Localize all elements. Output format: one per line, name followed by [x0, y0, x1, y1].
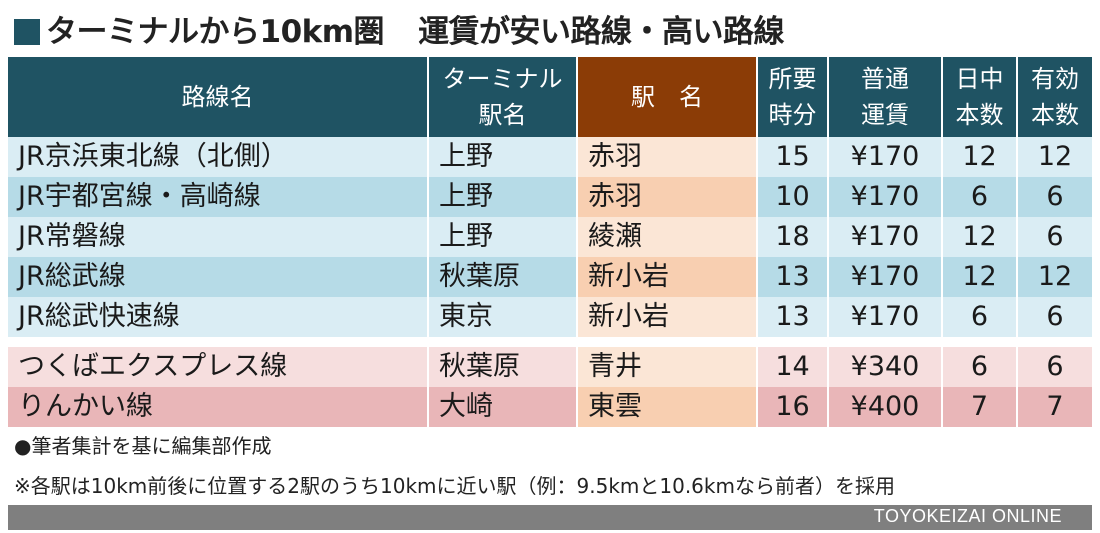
cell-terminal: 上野: [428, 137, 578, 177]
cell-time: 13: [757, 297, 829, 337]
cell-fare: ¥170: [828, 297, 943, 337]
table-row: JR総武快速線 東京 新小岩 13 ¥170 6 6: [8, 297, 1092, 337]
cell-fare: ¥170: [828, 257, 943, 297]
cell-fare: ¥400: [828, 387, 943, 427]
header-fare: 普通 運賃: [828, 57, 943, 137]
table-row: JR京浜東北線（北側） 上野 赤羽 15 ¥170 12 12: [8, 137, 1092, 177]
cell-line: JR常磐線: [8, 217, 429, 257]
footer-bar: TOYOKEIZAI ONLINE: [8, 505, 1092, 530]
cell-time: 15: [757, 137, 829, 177]
cell-valid-trains: 7: [1017, 387, 1092, 427]
table-row: りんかい線 大崎 東雲 16 ¥400 7 7: [8, 387, 1092, 427]
cell-daytime-trains: 12: [942, 257, 1018, 297]
square-bullet-icon: [14, 19, 40, 45]
cell-station: 東雲: [577, 387, 758, 427]
cell-line: JR京浜東北線（北側）: [8, 137, 429, 177]
cell-terminal: 秋葉原: [428, 347, 578, 387]
cell-line: JR総武快速線: [8, 297, 429, 337]
cell-time: 13: [757, 257, 829, 297]
cell-fare: ¥170: [828, 137, 943, 177]
table-row: JR総武線 秋葉原 新小岩 13 ¥170 12 12: [8, 257, 1092, 297]
cell-valid-trains: 6: [1017, 177, 1092, 217]
cell-station: 新小岩: [577, 297, 758, 337]
cell-daytime-trains: 6: [942, 177, 1018, 217]
header-valid-trains: 有効 本数: [1017, 57, 1092, 137]
title-sub: 運賃が安い路線・高い路線: [418, 14, 785, 50]
cell-valid-trains: 6: [1017, 217, 1092, 257]
title-main: ターミナルから10km圏: [46, 14, 385, 50]
cell-daytime-trains: 12: [942, 137, 1018, 177]
table-header-row: 路線名 ターミナル 駅名 駅 名 所要 時分 普通 運賃 日中 本数 有効 本数: [8, 57, 1092, 137]
cell-time: 14: [757, 347, 829, 387]
cell-fare: ¥170: [828, 177, 943, 217]
cell-line: りんかい線: [8, 387, 429, 427]
header-line-name: 路線名: [8, 57, 429, 137]
page-title: ターミナルから10km圏 運賃が安い路線・高い路線: [14, 6, 785, 51]
cell-valid-trains: 12: [1017, 257, 1092, 297]
header-station: 駅 名: [577, 57, 758, 137]
header-daytime-trains: 日中 本数: [942, 57, 1018, 137]
method-note: ※各駅は10km前後に位置する2駅のうち10kmに近い駅（例：9.5kmと10.…: [14, 474, 895, 498]
cell-terminal: 秋葉原: [428, 257, 578, 297]
cell-time: 16: [757, 387, 829, 427]
cell-station: 青井: [577, 347, 758, 387]
source-note: ●筆者集計を基に編集部作成: [14, 434, 272, 458]
header-time: 所要 時分: [757, 57, 829, 137]
cell-station: 赤羽: [577, 137, 758, 177]
cell-time: 10: [757, 177, 829, 217]
cell-terminal: 上野: [428, 177, 578, 217]
cell-terminal: 大崎: [428, 387, 578, 427]
cell-valid-trains: 12: [1017, 137, 1092, 177]
cell-valid-trains: 6: [1017, 347, 1092, 387]
header-terminal: ターミナル 駅名: [428, 57, 578, 137]
footer-credit: TOYOKEIZAI ONLINE: [873, 506, 1062, 526]
table-row: つくばエクスプレス線 秋葉原 青井 14 ¥340 6 6: [8, 347, 1092, 387]
table-row: JR常磐線 上野 綾瀬 18 ¥170 12 6: [8, 217, 1092, 257]
cell-station: 新小岩: [577, 257, 758, 297]
cell-fare: ¥340: [828, 347, 943, 387]
cell-line: JR宇都宮線・高崎線: [8, 177, 429, 217]
cell-daytime-trains: 12: [942, 217, 1018, 257]
cell-daytime-trains: 6: [942, 347, 1018, 387]
cell-daytime-trains: 6: [942, 297, 1018, 337]
cell-line: つくばエクスプレス線: [8, 347, 429, 387]
table-row: JR宇都宮線・高崎線 上野 赤羽 10 ¥170 6 6: [8, 177, 1092, 217]
cell-terminal: 東京: [428, 297, 578, 337]
group-divider: [8, 337, 1092, 347]
cell-station: 赤羽: [577, 177, 758, 217]
cell-daytime-trains: 7: [942, 387, 1018, 427]
cell-time: 18: [757, 217, 829, 257]
cell-terminal: 上野: [428, 217, 578, 257]
cell-valid-trains: 6: [1017, 297, 1092, 337]
fare-table: 路線名 ターミナル 駅名 駅 名 所要 時分 普通 運賃 日中 本数 有効 本数 JR京浜…: [8, 57, 1092, 427]
cell-line: JR総武線: [8, 257, 429, 297]
cell-fare: ¥170: [828, 217, 943, 257]
cell-station: 綾瀬: [577, 217, 758, 257]
